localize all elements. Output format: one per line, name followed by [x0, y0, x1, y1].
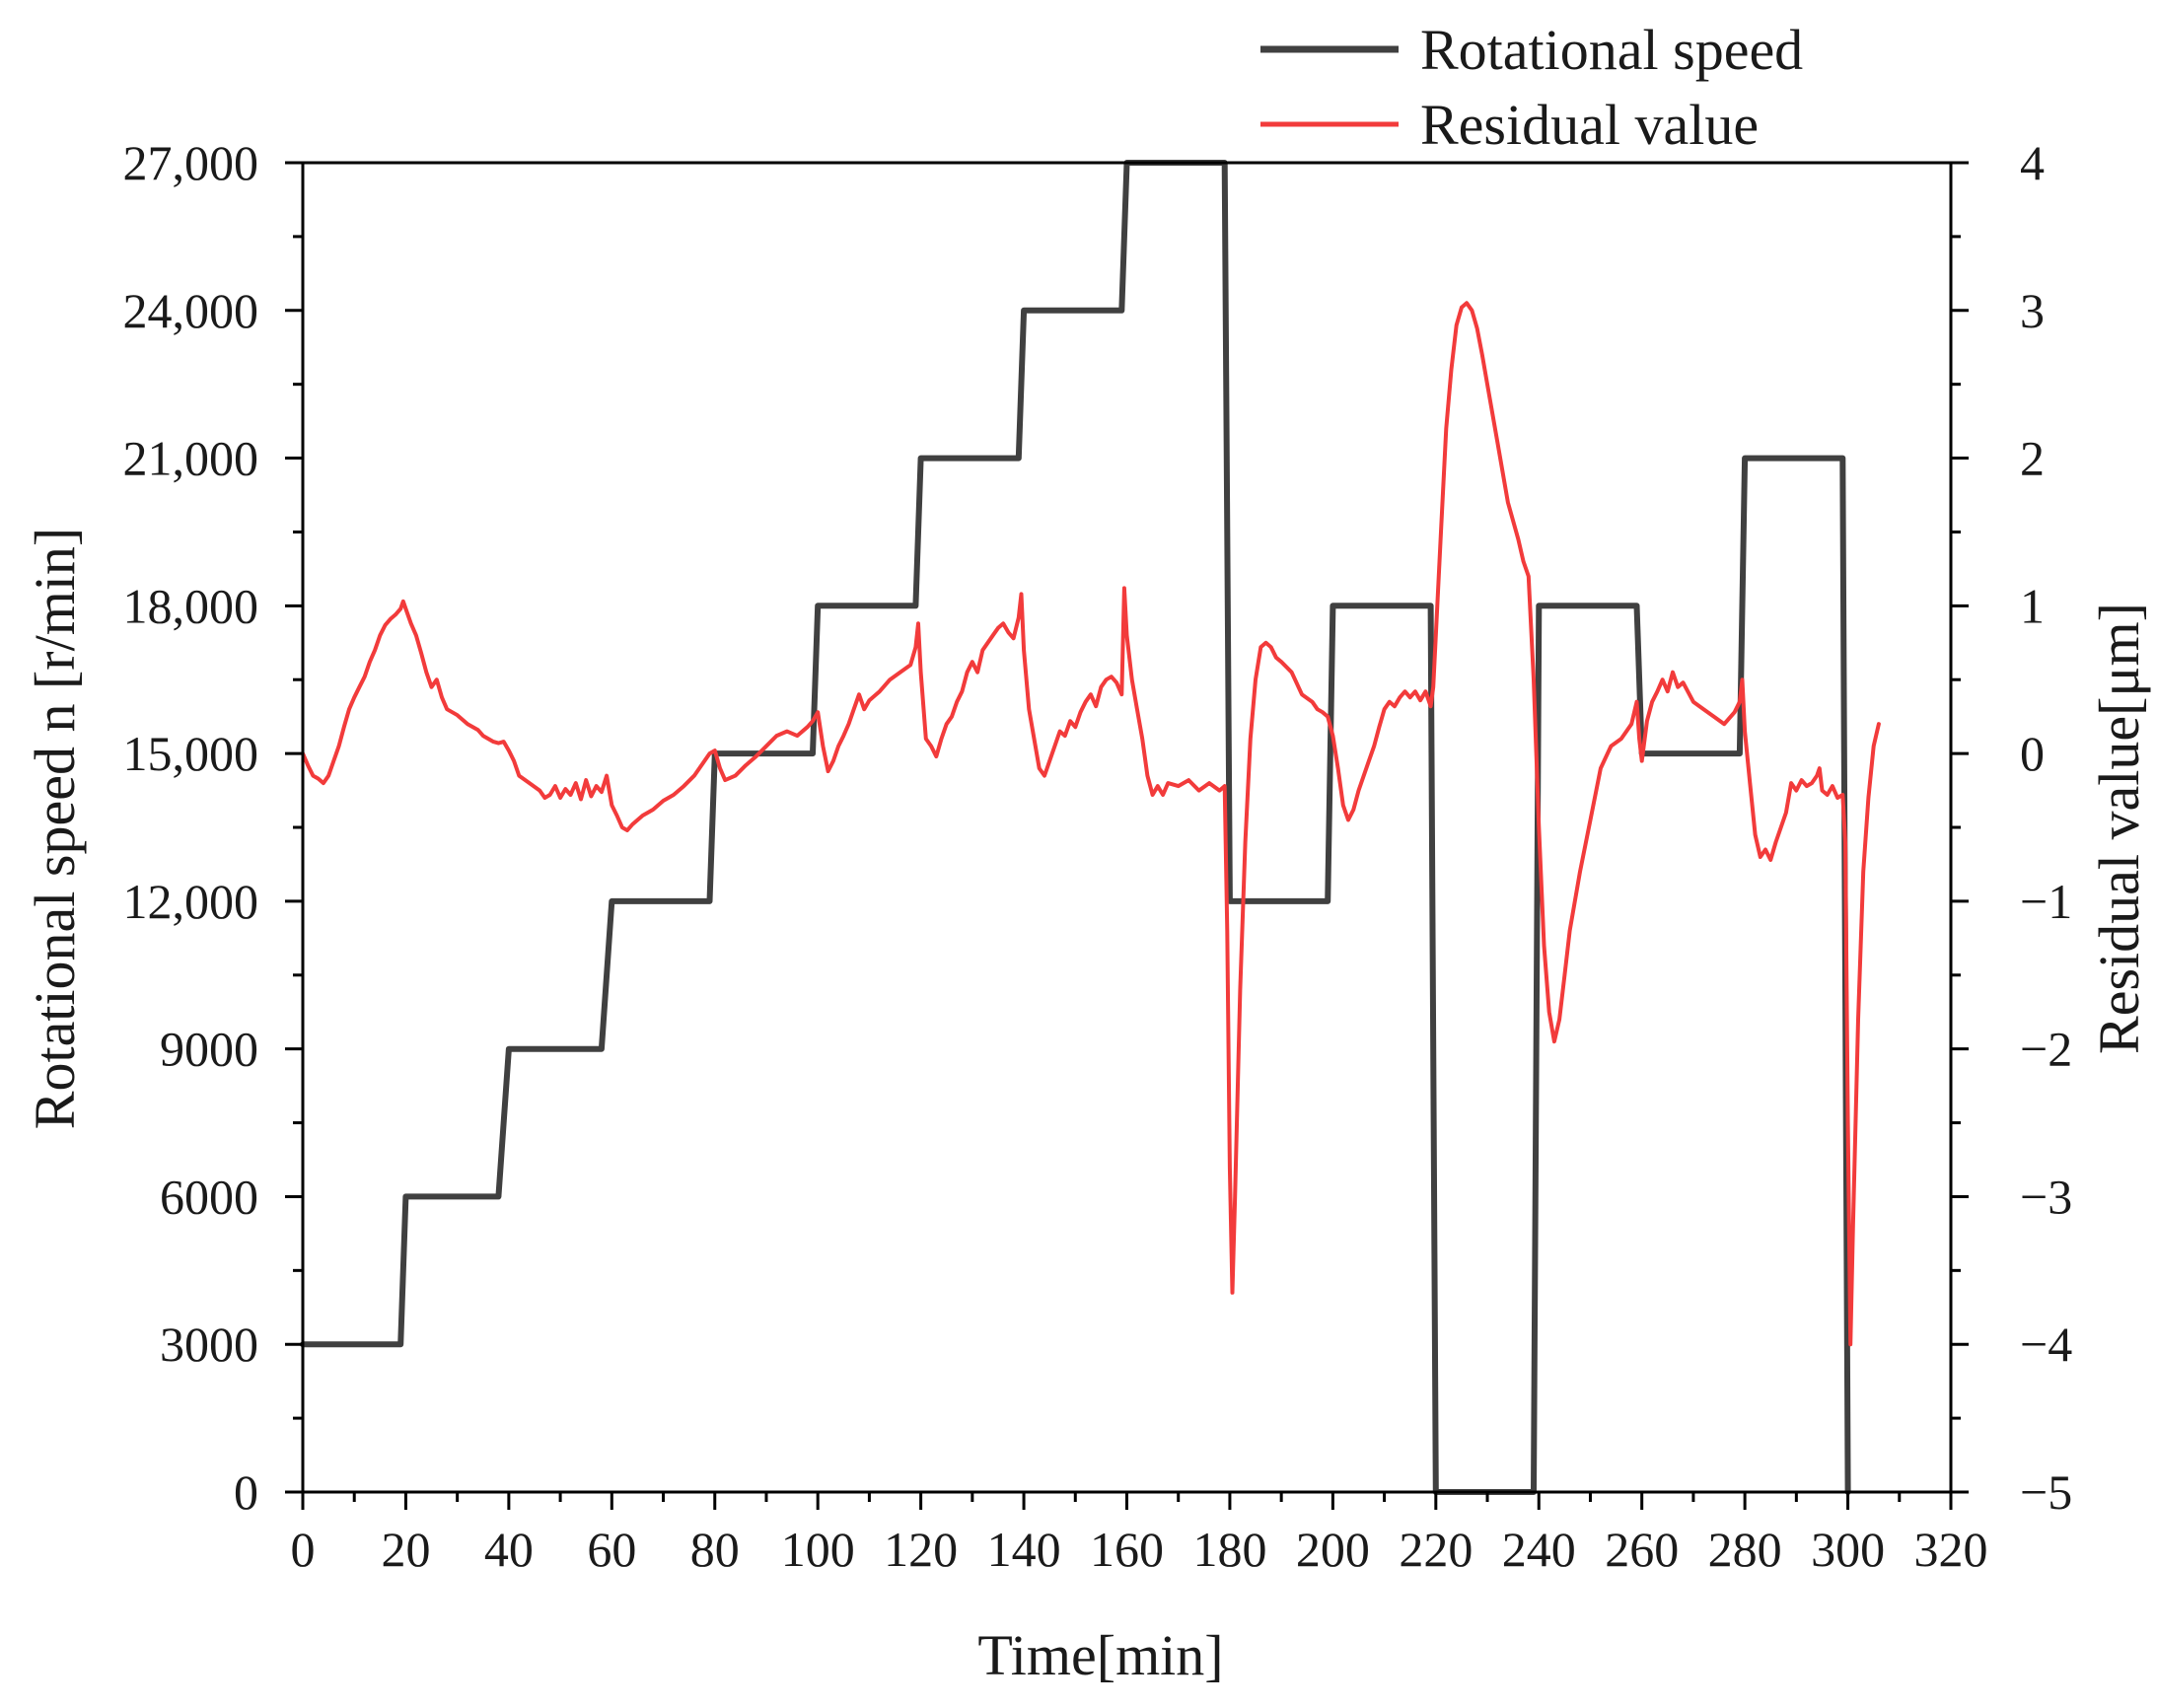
y-right-tick-label: 1	[2020, 578, 2045, 633]
series-residual-value-line	[301, 301, 1881, 1347]
y-left-tick-label: 27,000	[123, 135, 259, 190]
x-tick-label: 160	[1090, 1522, 1164, 1577]
series-rotational-speed-line	[300, 160, 1851, 1495]
y-left-tick-label: 9000	[160, 1022, 258, 1077]
y-left-tick-label: 12,000	[123, 874, 259, 929]
x-tick-label: 260	[1605, 1522, 1679, 1577]
x-tick-label: 240	[1502, 1522, 1576, 1577]
legend-label-rotational-speed: Rotational speed	[1420, 18, 1803, 82]
y-axis-right-title: Residual value[μm]	[2087, 603, 2151, 1054]
y-axis-left: 0 3000 6000 9000 12,000 15,000 18,000 21,000 24,…	[123, 135, 303, 1520]
x-tick-label: 120	[884, 1522, 958, 1577]
y-left-tick-label: 24,000	[123, 283, 259, 338]
y-left-tick-label: 0	[234, 1464, 258, 1520]
y-right-tick-label: −1	[2020, 874, 2072, 929]
y-right-tick-label: 3	[2020, 283, 2045, 338]
x-tick-label: 40	[484, 1522, 534, 1577]
y-right-tick-label: −2	[2020, 1022, 2072, 1077]
x-tick-label: 60	[587, 1522, 636, 1577]
y-left-tick-label: 15,000	[123, 726, 259, 781]
x-tick-label: 140	[987, 1522, 1061, 1577]
x-tick-label: 320	[1914, 1522, 1988, 1577]
y-left-tick-label: 18,000	[123, 578, 259, 633]
y-right-tick-label: −3	[2020, 1169, 2072, 1224]
y-right-tick-label: 4	[2020, 135, 2045, 190]
x-tick-label: 100	[781, 1522, 855, 1577]
x-tick-label: 20	[381, 1522, 430, 1577]
x-tick-label: 280	[1708, 1522, 1782, 1577]
x-tick-label: 0	[291, 1522, 316, 1577]
x-tick-label: 180	[1192, 1522, 1266, 1577]
plot-frame	[301, 161, 1953, 1494]
y-left-tick-label: 21,000	[123, 431, 259, 486]
y-left-tick-label: 6000	[160, 1169, 258, 1224]
y-left-tick-label: 3000	[160, 1317, 258, 1372]
y-right-tick-label: −5	[2020, 1464, 2072, 1520]
y-axis-left-title: Rotational speed n [r/min]	[23, 528, 87, 1129]
legend: Rotational speed Residual value	[1260, 18, 1803, 157]
x-tick-label: 300	[1811, 1522, 1885, 1577]
x-axis: 0 20 40 60 80 100 120 140 160 180 200 220 240 260 280 3…	[291, 1492, 1988, 1577]
legend-label-residual-value: Residual value	[1420, 93, 1759, 157]
plot-lines	[300, 160, 1881, 1495]
x-tick-label: 220	[1399, 1522, 1473, 1577]
y-right-tick-label: −4	[2020, 1317, 2072, 1372]
x-tick-label: 80	[690, 1522, 740, 1577]
y-right-tick-label: 2	[2020, 431, 2045, 486]
y-right-tick-label: 0	[2020, 726, 2045, 781]
x-tick-label: 200	[1296, 1522, 1370, 1577]
x-axis-title: Time[min]	[977, 1623, 1223, 1687]
y-axis-right: −5 −4 −3 −2 −1 0 1 2 3 4	[1951, 135, 2072, 1520]
